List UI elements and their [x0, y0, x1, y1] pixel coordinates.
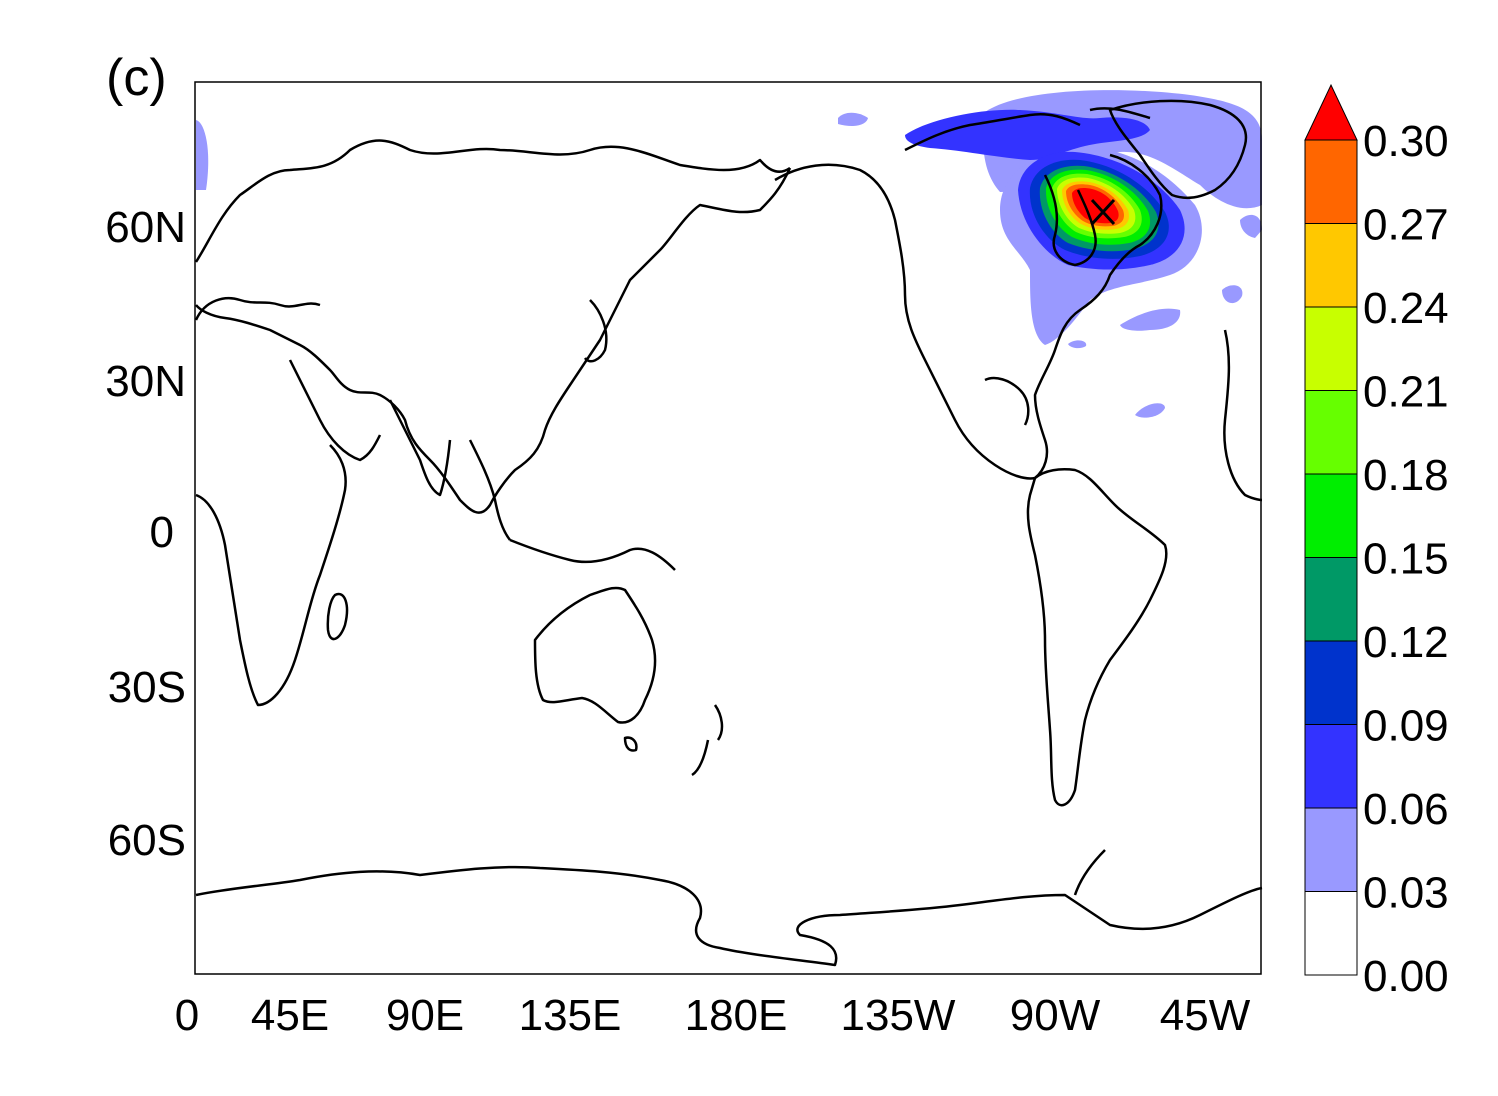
- contour-0.03-c: [838, 112, 868, 126]
- coast-australia: [533, 586, 657, 724]
- coast-africa: [195, 444, 347, 707]
- lat-axis: 60N 30N 0 30S 60S: [105, 203, 186, 865]
- contour-0.06: [905, 109, 1150, 160]
- colorbar-swatch: [1304, 139, 1358, 224]
- colorbar-swatch: [1304, 306, 1358, 391]
- colorbar-swatch: [1304, 724, 1358, 809]
- contour-0.03-h: [1068, 340, 1087, 349]
- coast-new-zealand: [691, 704, 724, 777]
- colorbar-label: 0.06: [1363, 785, 1449, 834]
- colorbar-label: 0.21: [1363, 368, 1449, 417]
- colorbar-swatch: [1304, 223, 1358, 308]
- colorbar-label: 0.12: [1363, 618, 1449, 667]
- colorbar-swatch: [1304, 473, 1358, 558]
- lon-tick-label: 135W: [841, 991, 956, 1040]
- colorbar-swatch: [1304, 891, 1358, 976]
- colorbar-label: 0.00: [1363, 952, 1449, 1001]
- coast-antarctic-peninsula: [1073, 849, 1106, 896]
- colorbar-label: 0.24: [1363, 284, 1449, 333]
- lon-axis: 0 45E 90E 135E 180E 135W 90W 45W: [175, 991, 1251, 1040]
- contour-0.03-f: [1222, 285, 1243, 304]
- lat-tick-label: 60N: [105, 203, 186, 252]
- contour-0.03-e: [1120, 308, 1181, 331]
- coast-arctic-islands: [904, 107, 1151, 152]
- coast-indonesia: [509, 538, 676, 571]
- coast-india: [388, 399, 452, 497]
- coast-madagascar: [326, 592, 349, 641]
- colorbar-swatch: [1304, 640, 1358, 725]
- colorbar-label: 0.09: [1363, 702, 1449, 751]
- contour-0.03-d: [196, 120, 209, 190]
- coast-eurasia-north: [194, 139, 791, 263]
- colorbar-label: 0.03: [1363, 869, 1449, 918]
- coast-arabia: [288, 359, 382, 462]
- coast-europe: [194, 296, 321, 321]
- colorbar-swatch: [1304, 557, 1358, 642]
- lon-tick-label: 45E: [251, 991, 329, 1040]
- coast-greenland: [1108, 99, 1248, 199]
- coast-japan: [583, 299, 608, 363]
- lat-tick-label: 30S: [108, 663, 186, 712]
- colorbar: 0.30 0.27 0.24 0.21 0.18 0.15 0.12 0.09 0.06 0.03…: [1304, 83, 1449, 1001]
- colorbar-label: 0.30: [1363, 117, 1449, 166]
- lat-tick-label: 60S: [108, 816, 186, 865]
- lat-tick-label: 30N: [105, 357, 186, 406]
- colorbar-label: 0.15: [1363, 535, 1449, 584]
- coast-indochina: [468, 439, 511, 541]
- colorbar-extend-triangle: [1304, 83, 1358, 141]
- lon-tick-label: 135E: [519, 991, 622, 1040]
- lon-tick-label: 45W: [1160, 991, 1251, 1040]
- lon-tick-label: 180E: [685, 991, 788, 1040]
- coast-hudson-bay: [1043, 174, 1097, 267]
- colorbar-label: 0.27: [1363, 201, 1449, 250]
- map-frame: [194, 81, 1262, 975]
- coast-tasmania: [623, 736, 638, 752]
- coast-antarctica: [195, 865, 1263, 967]
- map-area: [194, 81, 1263, 975]
- coast-south-america: [1026, 468, 1168, 807]
- maximum-marker-icon: [1090, 198, 1116, 226]
- coast-eurasia-east: [195, 167, 792, 514]
- lat-tick-label: 0: [150, 508, 174, 557]
- colorbar-swatch: [1304, 807, 1358, 892]
- lon-tick-label: 90E: [386, 991, 464, 1040]
- contour-0.03-g: [1135, 403, 1165, 418]
- colorbar-swatch: [1304, 390, 1358, 475]
- coastlines: [194, 99, 1263, 967]
- coast-europe-west: [1223, 329, 1263, 502]
- panel-label: (c): [106, 49, 167, 107]
- colorbar-label: 0.18: [1363, 451, 1449, 500]
- lon-tick-label: 90W: [1010, 991, 1101, 1040]
- coast-gulf-mexico: [984, 376, 1030, 426]
- lon-tick-label: 0: [175, 991, 199, 1040]
- contour-0.03-i: [1240, 214, 1262, 238]
- coast-north-america: [774, 153, 1163, 480]
